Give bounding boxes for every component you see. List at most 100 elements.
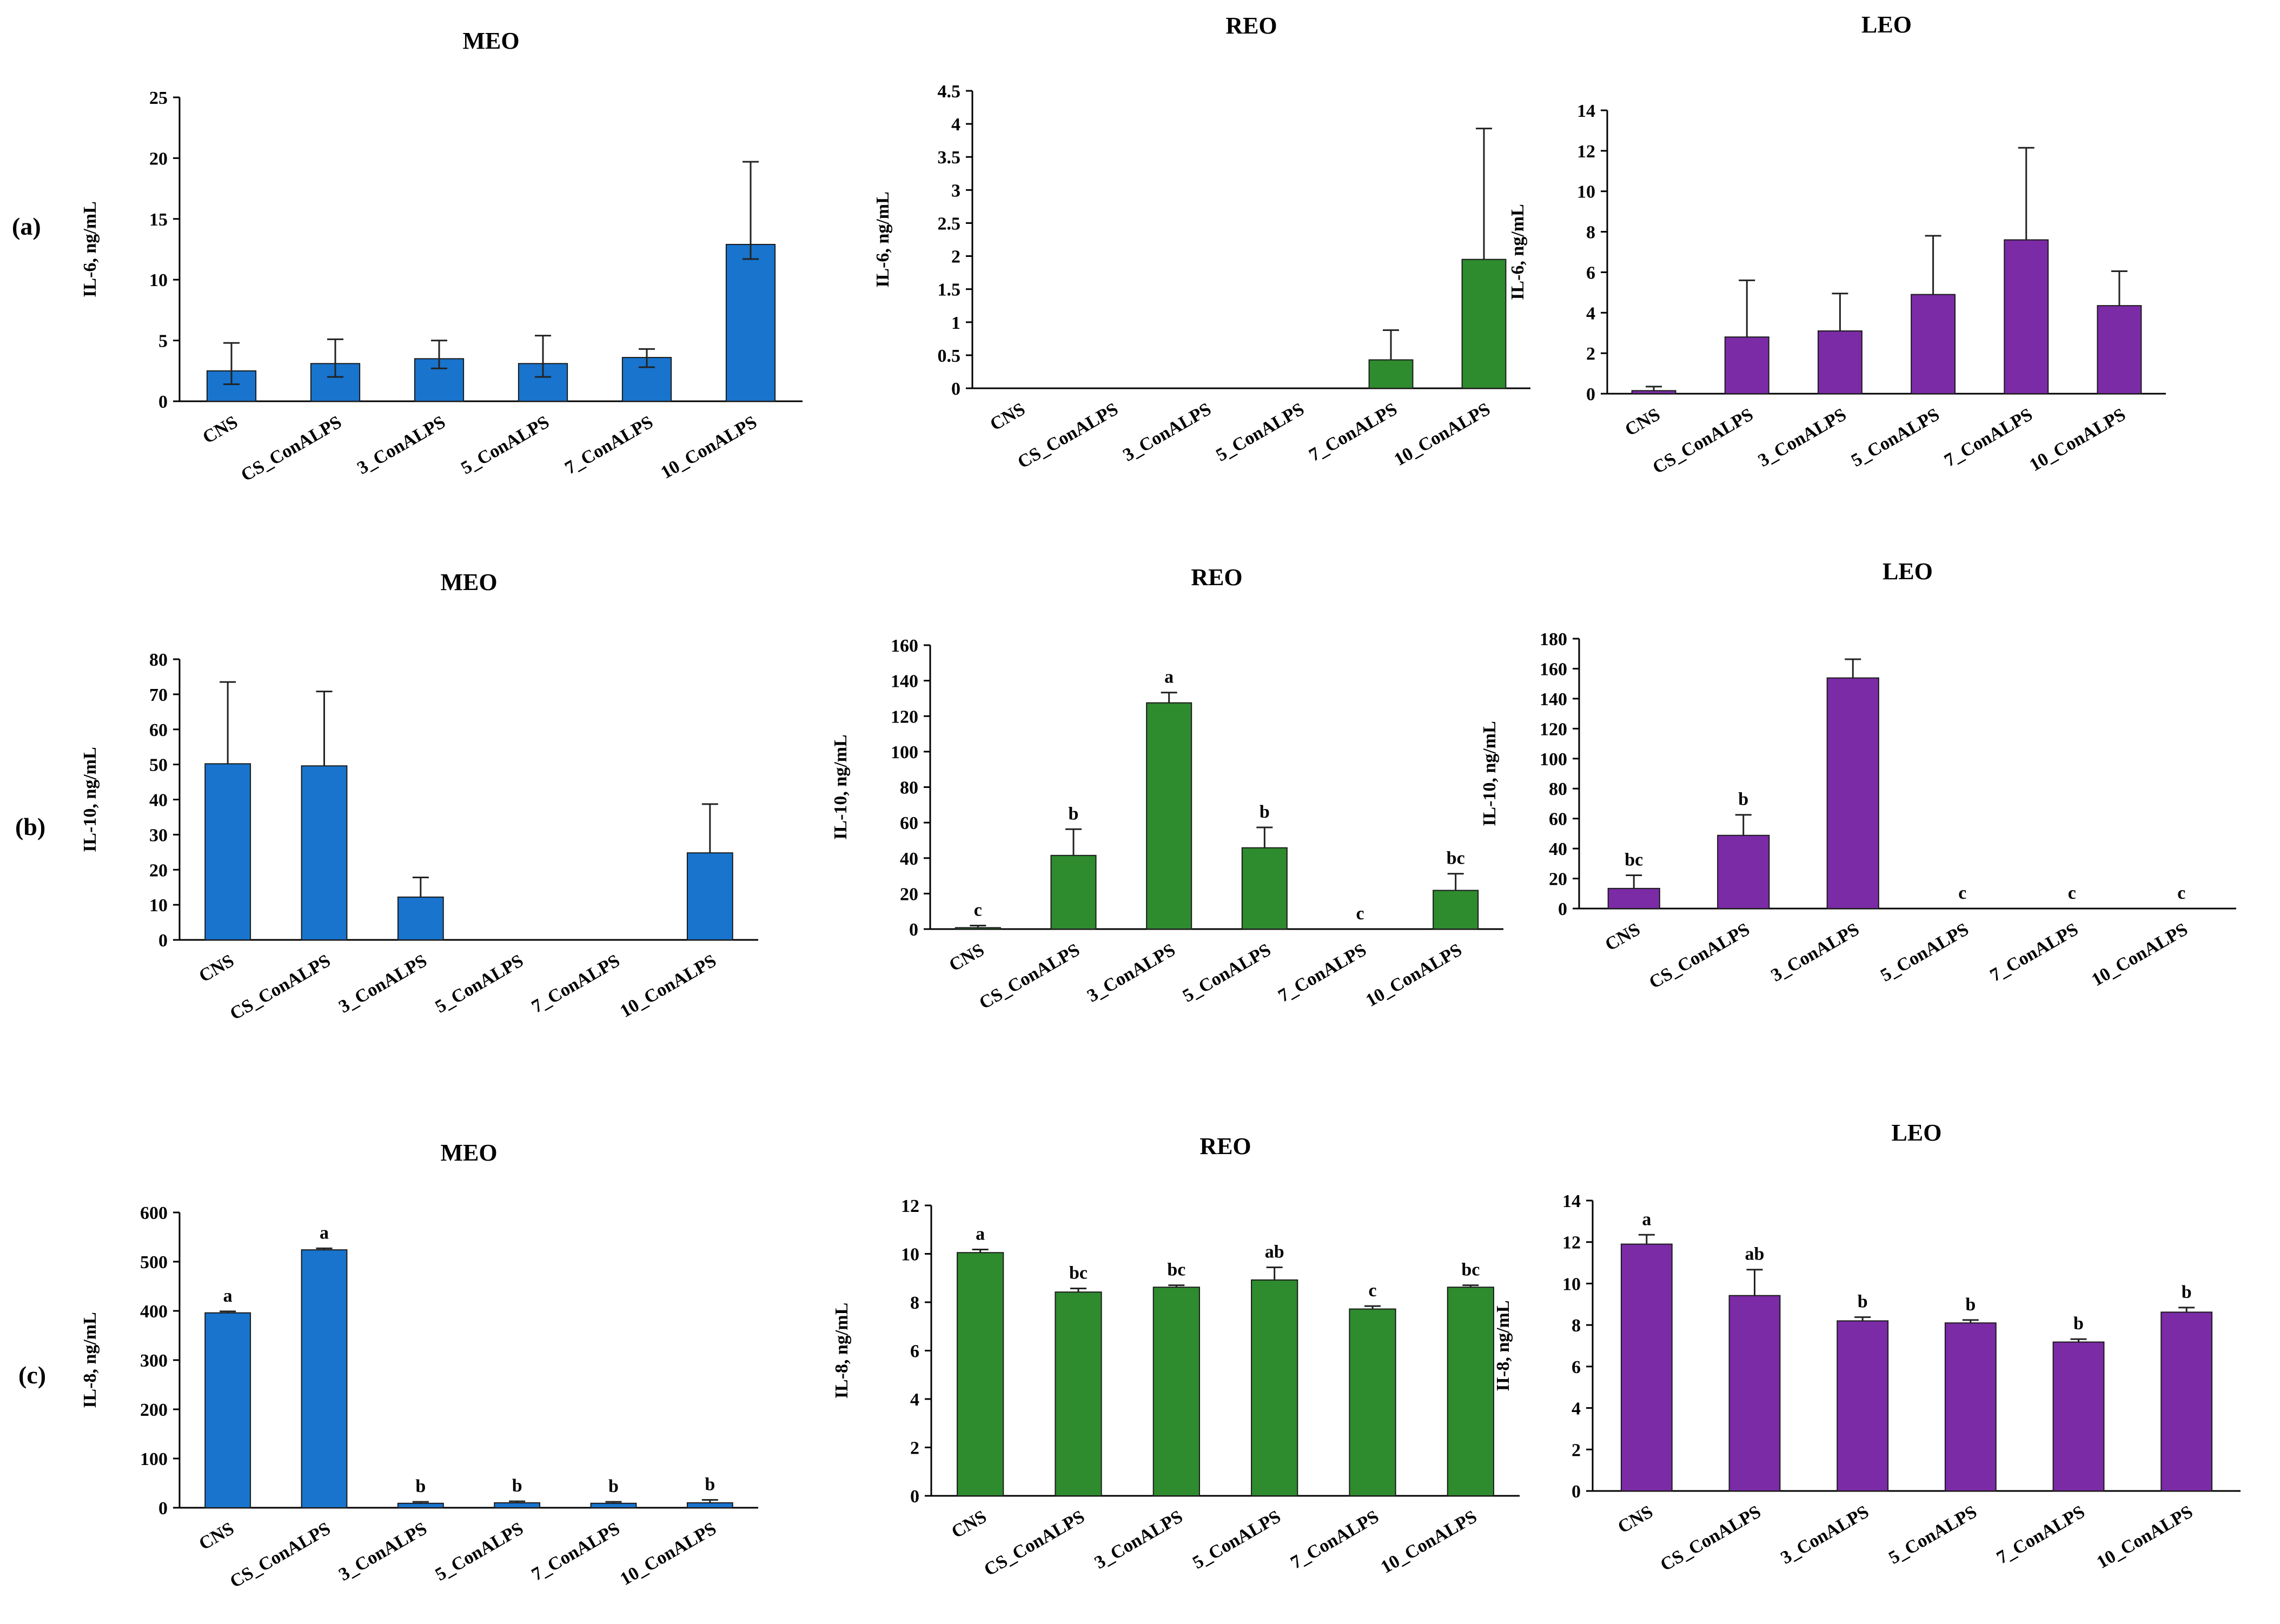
c2-xtick-label-1: CS_ConALPS [1015, 399, 1122, 473]
c5-ytick-label-5: 100 [891, 743, 918, 763]
c8-bar-5 [1447, 1287, 1494, 1496]
c3-ylabel: IL-6, ng/mL [1508, 204, 1528, 300]
c7-xtick-label-1: CS_ConALPS [227, 1519, 334, 1592]
c5-ytick-label-4: 80 [900, 778, 918, 798]
c4-ytick-label-8: 80 [149, 650, 168, 670]
c6-bar-1 [1717, 834, 1770, 910]
c1-ylabel: IL-6, ng/mL [80, 201, 100, 297]
c1-bar-5 [725, 244, 776, 402]
c4-ytick-label-5: 50 [149, 755, 168, 775]
c2-xtick-label-3: 5_ConALPS [1212, 399, 1308, 466]
c6-xtick-label-5: 10_ConALPS [2088, 919, 2191, 990]
c8-ytick-label-4: 8 [910, 1293, 919, 1313]
c8-bar-3 [1251, 1279, 1298, 1497]
c5-xtick-label-5: 10_ConALPS [1362, 940, 1465, 1011]
c9-bar-0 [1620, 1243, 1673, 1492]
c3-xtick-label-3: 5_ConALPS [1848, 405, 1943, 471]
c8-ytick-label-1: 2 [910, 1439, 919, 1459]
c5-bar-2 [1146, 702, 1192, 930]
c8-xtick-label-2: 3_ConALPS [1091, 1507, 1187, 1573]
c1-ytick-label-0: 0 [158, 392, 168, 412]
c8-letter-3: ab [1265, 1242, 1284, 1262]
c7-bar-2 [397, 1502, 444, 1509]
c5-letter-2: a [1164, 667, 1174, 687]
c7-ytick-label-1: 100 [140, 1449, 168, 1469]
c4-ytick-label-1: 10 [149, 896, 168, 916]
c3-title: LEO [1861, 11, 1912, 38]
c9-bar-2 [1837, 1320, 1889, 1492]
c7-letter-4: b [608, 1476, 619, 1496]
c4-ytick-label-2: 20 [149, 860, 168, 880]
c9-letter-5: b [2182, 1282, 2192, 1302]
c9-ytick-label-3: 6 [1572, 1357, 1581, 1377]
c8-xtick-label-3: 5_ConALPS [1189, 1507, 1284, 1573]
c8-title: REO [1199, 1133, 1251, 1159]
row-label-c: (c) [18, 1361, 47, 1389]
c6-letter-4: c [2068, 883, 2076, 903]
c5-ytick-label-7: 140 [891, 672, 918, 692]
c4-ytick-label-6: 60 [149, 720, 168, 740]
c3-bar-2 [1817, 330, 1863, 395]
c1-xtick-label-2: 3_ConALPS [354, 412, 449, 479]
c3-ytick-label-7: 14 [1577, 101, 1595, 121]
c5-bar-1 [1050, 854, 1097, 930]
c1-title: MEO [462, 28, 519, 54]
c8-bar-2 [1152, 1287, 1200, 1496]
c8-xtick-label-4: 7_ConALPS [1287, 1507, 1382, 1573]
c7-ytick-label-0: 0 [158, 1499, 168, 1519]
c3-ytick-label-4: 8 [1586, 223, 1595, 243]
c6-letter-5: c [2177, 883, 2185, 903]
c6-ytick-label-2: 40 [1549, 839, 1567, 859]
c1-ytick-label-1: 5 [158, 332, 168, 352]
c1-xtick-label-5: 10_ConALPS [658, 412, 760, 483]
c9-ytick-label-7: 14 [1562, 1191, 1581, 1211]
c1-ytick-label-2: 10 [149, 270, 168, 290]
c7-bar-1 [301, 1249, 348, 1508]
c6-ytick-label-1: 20 [1549, 870, 1567, 890]
c3-ytick-label-0: 0 [1586, 385, 1595, 405]
row-label-b: (b) [15, 813, 46, 840]
c8-bar-0 [957, 1252, 1004, 1496]
c7-ytick-label-2: 200 [140, 1400, 168, 1420]
c6-xtick-label-0: CNS [1602, 919, 1643, 955]
c4-ytick-label-7: 70 [149, 685, 168, 705]
c8-bar-1 [1055, 1291, 1102, 1497]
c7-bar-4 [590, 1502, 637, 1509]
c9-bar-3 [1944, 1322, 1997, 1492]
c5-ytick-label-2: 40 [900, 849, 918, 869]
c3-xtick-label-0: CNS [1622, 405, 1663, 440]
c2-ytick-label-2: 1 [951, 313, 960, 333]
c2-title: REO [1225, 12, 1277, 39]
c6-ytick-label-5: 100 [1540, 750, 1567, 770]
c2-ytick-label-7: 3.5 [938, 148, 961, 168]
c5-letter-3: b [1260, 802, 1270, 822]
c2-xtick-label-4: 7_ConALPS [1305, 399, 1401, 466]
c2-xtick-label-2: 3_ConALPS [1119, 399, 1215, 466]
c8-xtick-label-1: CS_ConALPS [981, 1507, 1088, 1580]
c4-bar-5 [686, 852, 733, 940]
c8-letter-2: bc [1167, 1260, 1185, 1280]
c3-bar-4 [2004, 239, 2049, 394]
c8-letter-5: bc [1461, 1260, 1480, 1280]
c9-letter-2: b [1858, 1292, 1868, 1312]
c4-xtick-label-5: 10_ConALPS [617, 951, 720, 1022]
c7-bar-3 [494, 1502, 541, 1508]
c3-bar-5 [2097, 305, 2142, 395]
c6-ylabel: IL-10, ng/mL [1480, 721, 1500, 826]
c7-letter-3: b [512, 1476, 522, 1496]
c5-xtick-label-1: CS_ConALPS [976, 940, 1083, 1013]
c9-ylabel: II-8, ng/mL [1493, 1300, 1513, 1391]
c7-ytick-label-3: 300 [140, 1351, 168, 1371]
c8-ytick-label-6: 12 [901, 1196, 919, 1216]
c6-title: LEO [1883, 558, 1933, 585]
c5-letter-0: c [974, 900, 982, 920]
c4-xtick-label-2: 3_ConALPS [335, 951, 430, 1017]
c9-ytick-label-1: 2 [1572, 1440, 1581, 1460]
c9-bar-4 [2052, 1341, 2105, 1492]
c9-xtick-label-1: CS_ConALPS [1657, 1502, 1764, 1575]
c1-xtick-label-1: CS_ConALPS [238, 412, 345, 486]
c6-xtick-label-4: 7_ConALPS [1987, 919, 2082, 986]
c6-letter-1: b [1738, 790, 1748, 810]
c5-letter-5: bc [1447, 849, 1465, 869]
